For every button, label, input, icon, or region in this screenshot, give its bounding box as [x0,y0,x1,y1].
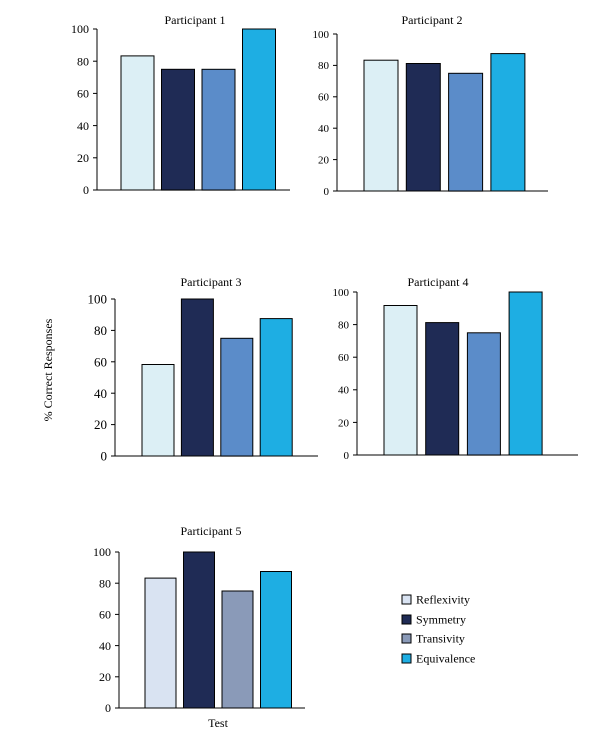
y-tick-label-participant-2: 80 [318,60,330,72]
bar-reflexivity-participant-5 [144,577,177,709]
bar-transivity-participant-3 [220,337,254,457]
bar-transivity-participant-5 [221,590,254,709]
bar-equivalence-participant-1 [242,28,276,191]
bar-transivity-participant-2 [448,72,484,192]
y-tick-label-participant-1: 20 [77,151,89,165]
y-tick-label-participant-4: 100 [333,287,350,299]
y-tick-label-participant-1: 40 [77,119,89,133]
y-tick-label-participant-2: 100 [313,29,330,41]
legend-item-equivalence: Equivalence [401,652,475,666]
bar-transivity-participant-4 [466,332,501,456]
y-tick-label-participant-2: 0 [324,186,330,198]
bar-reflexivity-participant-3 [141,364,175,457]
chart-panel-participant-2: Participant 2 0 20 40 60 80 100 [313,13,548,198]
legend-label-transivity: Transivity [416,632,465,646]
y-tick-label-participant-1: 100 [71,22,89,36]
chart-panel-participant-3: Participant 3 0 20 40 60 80 100 [88,275,318,464]
y-tick-label-participant-5: 80 [99,576,111,590]
legend-item-transivity: Transivity [401,632,465,646]
bar-equivalence-participant-2 [490,53,526,192]
y-tick-label-participant-2: 60 [318,92,330,104]
y-tick-label-participant-4: 20 [338,417,350,429]
bar-symmetry-participant-1 [161,68,195,191]
bar-symmetry-participant-5 [183,551,215,709]
y-tick-label-participant-1: 60 [77,87,89,101]
y-tick-label-participant-3: 40 [94,386,107,401]
y-tick-label-participant-5: 40 [99,639,111,653]
legend-swatch-transivity [401,633,412,644]
legend-swatch-symmetry [401,614,412,625]
y-tick-label-participant-3: 60 [94,354,107,369]
legend-label-symmetry: Symmetry [416,613,466,627]
chart-title-participant-2: Participant 2 [402,13,463,27]
y-tick-label-participant-5: 20 [99,670,111,684]
y-axis-label: % Correct Responses [41,318,55,421]
legend: Reflexivity Symmetry Transivity Equivale… [401,593,475,666]
legend-item-symmetry: Symmetry [401,613,466,627]
bar-transivity-participant-1 [201,68,236,191]
bar-equivalence-participant-4 [508,291,543,456]
bar-symmetry-participant-4 [425,322,460,456]
chart-title-participant-4: Participant 4 [408,275,469,289]
bar-reflexivity-participant-2 [363,59,399,192]
legend-label-equivalence: Equivalence [416,652,475,666]
chart-panels: Participant 1 0 20 40 60 80 100 Participant 2 0 2… [71,13,578,730]
y-tick-label-participant-1: 80 [77,54,89,68]
y-tick-label-participant-4: 0 [344,450,350,462]
chart-title-participant-1: Participant 1 [165,13,226,27]
bar-symmetry-participant-3 [180,298,214,457]
y-tick-label-participant-3: 100 [88,292,108,307]
y-tick-label-participant-5: 60 [99,608,111,622]
y-tick-label-participant-5: 0 [105,701,111,715]
chart-panel-participant-4: Participant 4 0 20 40 60 80 100 [333,275,578,462]
legend-item-reflexivity: Reflexivity [401,593,470,607]
bar-equivalence-participant-5 [260,571,292,709]
bar-reflexivity-participant-1 [120,55,155,191]
chart-title-participant-5: Participant 5 [181,524,242,538]
x-axis-label-participant-5: Test [208,716,228,730]
legend-swatch-equivalence [401,653,412,664]
chart-panel-participant-1: Participant 1 0 20 40 60 80 100 [71,13,290,197]
y-tick-label-participant-2: 40 [318,123,330,135]
y-tick-label-participant-2: 20 [318,154,330,166]
y-tick-label-participant-1: 0 [83,183,89,197]
bar-equivalence-participant-3 [259,318,293,457]
bar-reflexivity-participant-4 [383,305,418,456]
y-tick-label-participant-4: 60 [338,352,350,364]
y-tick-label-participant-4: 80 [338,320,350,332]
chart-title-participant-3: Participant 3 [181,275,242,289]
chart-panel-participant-5: Participant 5 0 20 40 60 80 100 Test [93,524,305,730]
legend-label-reflexivity: Reflexivity [416,593,470,607]
y-tick-label-participant-4: 40 [338,385,350,397]
y-tick-label-participant-5: 100 [93,545,111,559]
legend-swatch-reflexivity [401,594,412,605]
y-tick-label-participant-3: 20 [94,417,107,432]
bar-symmetry-participant-2 [405,63,441,192]
y-tick-label-participant-3: 80 [94,323,107,338]
y-tick-label-participant-3: 0 [101,449,108,464]
